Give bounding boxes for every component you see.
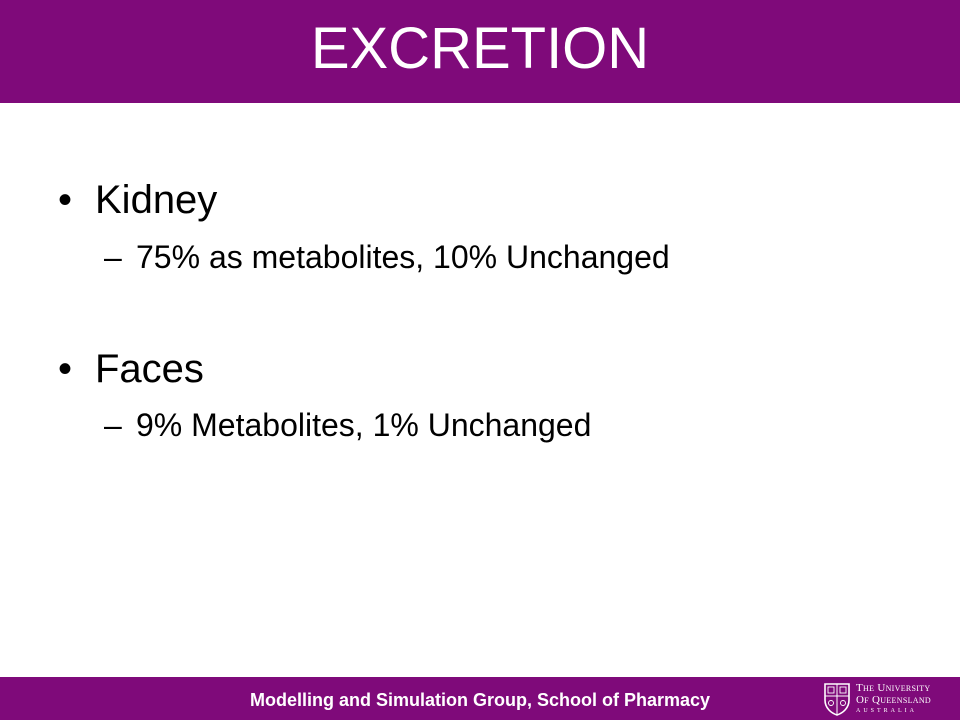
- footer-text: Modelling and Simulation Group, School o…: [249, 690, 711, 710]
- logo-line-1: The University: [856, 682, 931, 694]
- title-bar: [0, 0, 960, 103]
- bullet-item-faces: • Faces: [58, 345, 204, 393]
- logo-line-2: Of Queensland: [856, 694, 931, 706]
- dash-icon: –: [104, 407, 122, 443]
- slide-title: EXCRETION: [310, 16, 650, 81]
- sub-bullet-text: 9% Metabolites, 1% Unchanged: [136, 407, 592, 443]
- sub-bullet-faces: –9% Metabolites, 1% Unchanged: [104, 405, 591, 445]
- footer-bar: [0, 677, 960, 720]
- university-logo: The University Of Queensland AUSTRALIA: [822, 681, 942, 717]
- dash-icon: –: [104, 239, 122, 275]
- crest-icon: [824, 683, 850, 716]
- bullet-icon: •: [58, 347, 73, 391]
- sub-bullet-text: 75% as metabolites, 10% Unchanged: [136, 239, 670, 275]
- bullet-label: Kidney: [95, 178, 218, 222]
- bullet-label: Faces: [95, 347, 204, 391]
- logo-line-3: AUSTRALIA: [856, 708, 917, 714]
- bullet-item-kidney: • Kidney: [58, 176, 217, 224]
- bullet-icon: •: [58, 178, 73, 222]
- sub-bullet-kidney: –75% as metabolites, 10% Unchanged: [104, 237, 670, 277]
